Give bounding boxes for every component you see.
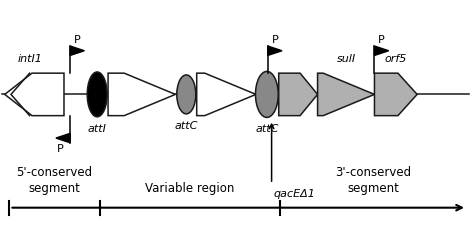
Polygon shape	[56, 133, 70, 143]
Text: P: P	[57, 144, 64, 154]
Text: Variable region: Variable region	[145, 182, 234, 195]
Ellipse shape	[177, 75, 196, 114]
Polygon shape	[268, 46, 282, 55]
Text: intI1: intI1	[17, 54, 42, 64]
Text: 3'-conserved
segment: 3'-conserved segment	[335, 166, 411, 195]
Polygon shape	[108, 73, 175, 116]
Text: 5'-conserved
segment: 5'-conserved segment	[17, 166, 92, 195]
Polygon shape	[318, 73, 374, 116]
Text: P: P	[272, 35, 278, 45]
Polygon shape	[70, 46, 84, 55]
Text: attI: attI	[88, 124, 107, 134]
Text: attC: attC	[174, 121, 198, 131]
Polygon shape	[197, 73, 256, 116]
Text: qacEΔ1: qacEΔ1	[274, 189, 316, 199]
Ellipse shape	[255, 72, 278, 118]
Text: orf5: orf5	[384, 54, 407, 64]
Text: P: P	[378, 35, 385, 45]
Polygon shape	[374, 73, 417, 116]
Polygon shape	[374, 46, 389, 55]
Text: P: P	[74, 35, 81, 45]
Ellipse shape	[87, 72, 107, 117]
Text: sulI: sulI	[337, 54, 356, 64]
Text: attC: attC	[255, 125, 279, 135]
Polygon shape	[5, 73, 64, 116]
Polygon shape	[279, 73, 318, 116]
